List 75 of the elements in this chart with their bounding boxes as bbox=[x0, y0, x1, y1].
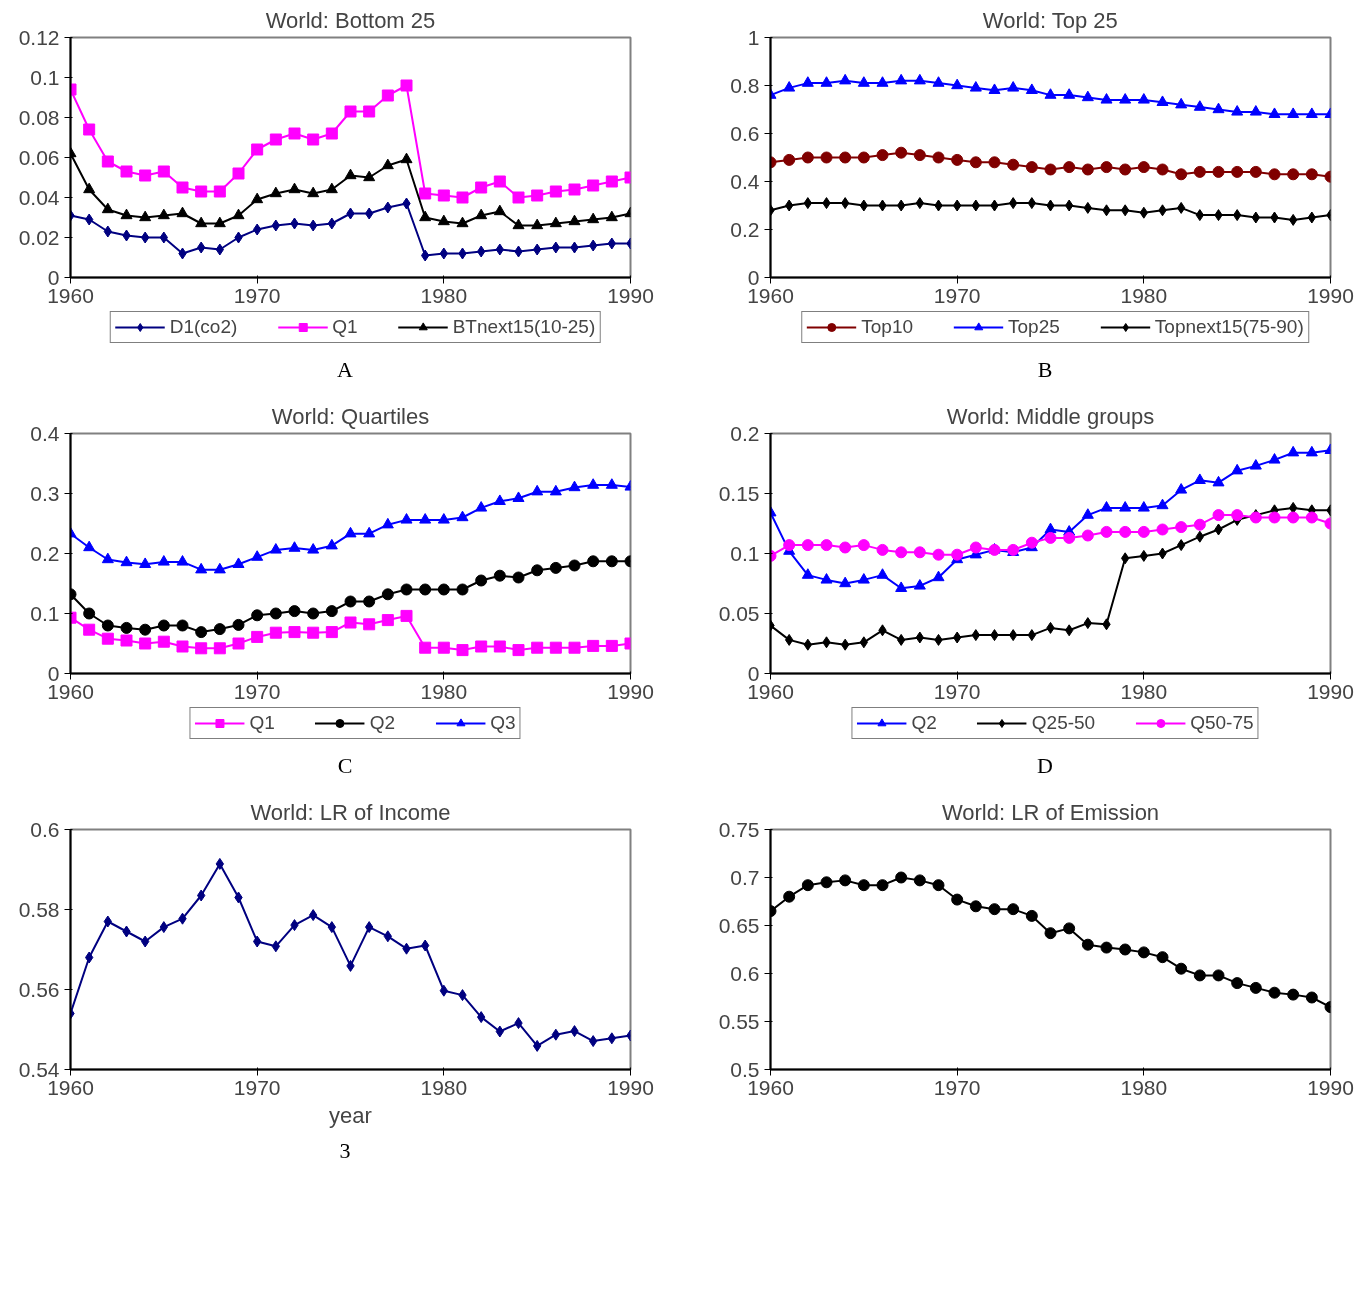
y-tick-label: 0.6 bbox=[30, 817, 60, 841]
y-tick-label: 0.58 bbox=[18, 897, 60, 921]
x-tick-label: 1990 bbox=[607, 1075, 654, 1099]
x-tick-label: 1980 bbox=[420, 679, 468, 703]
y-tick-label: 1 bbox=[747, 25, 760, 49]
y-tick-label: 0 bbox=[747, 265, 760, 289]
y-tick-label: 0.05 bbox=[718, 601, 760, 625]
y-tick-label: 0.06 bbox=[18, 145, 60, 169]
x-tick-label: 1970 bbox=[933, 679, 981, 703]
x-tick-label: 1980 bbox=[1120, 1075, 1168, 1099]
y-tick-label: 0.4 bbox=[30, 421, 60, 445]
y-tick-label: 0 bbox=[47, 265, 60, 289]
y-tick-label: 0.54 bbox=[18, 1057, 60, 1081]
y-tick-label: 0.12 bbox=[18, 25, 60, 49]
chart-title: World: LR of Income bbox=[250, 799, 451, 825]
y-tick-label: 0.4 bbox=[730, 169, 760, 193]
legend-label: Q3 bbox=[490, 712, 516, 734]
x-axis-title: year bbox=[329, 1102, 372, 1128]
x-tick-label: 1980 bbox=[420, 1075, 468, 1099]
y-tick-label: 0.1 bbox=[730, 541, 760, 565]
x-tick-label: 1990 bbox=[607, 679, 654, 703]
text: D bbox=[1037, 752, 1053, 780]
legend-label: Topnext15(75-90) bbox=[1154, 316, 1304, 338]
y-tick-label: 0.75 bbox=[718, 817, 760, 841]
x-tick-label: 1980 bbox=[1120, 679, 1168, 703]
y-tick-label: 0.6 bbox=[730, 961, 760, 985]
legend-label: Q1 bbox=[249, 712, 275, 734]
y-tick-label: 0.55 bbox=[718, 1009, 760, 1033]
x-tick-label: 1970 bbox=[233, 1075, 281, 1099]
y-tick-label: 0.2 bbox=[730, 421, 760, 445]
y-tick-label: 0.04 bbox=[18, 185, 60, 209]
chart-title: World: Top 25 bbox=[982, 7, 1118, 33]
y-tick-label: 0.7 bbox=[730, 865, 760, 889]
x-tick-label: 1990 bbox=[607, 283, 654, 307]
text: 3 bbox=[339, 1137, 351, 1165]
y-tick-label: 0.8 bbox=[730, 73, 760, 97]
x-tick-label: 1970 bbox=[233, 283, 281, 307]
y-tick-label: 0.1 bbox=[30, 601, 60, 625]
y-tick-label: 0.1 bbox=[30, 65, 60, 89]
text: A bbox=[337, 356, 353, 384]
chart-title: World: Quartiles bbox=[271, 403, 430, 429]
x-tick-label: 1980 bbox=[420, 283, 468, 307]
chart-title: World: LR of Emission bbox=[941, 799, 1160, 825]
legend-label: BTnext15(10-25) bbox=[452, 316, 596, 338]
legend-label: Q25-50 bbox=[1031, 712, 1096, 734]
x-tick-label: 1990 bbox=[1307, 283, 1354, 307]
chart-title: World: Middle groups bbox=[946, 403, 1155, 429]
y-tick-label: 0.08 bbox=[18, 105, 60, 129]
chart-title: World: Bottom 25 bbox=[265, 7, 436, 33]
x-tick-label: 1970 bbox=[933, 1075, 981, 1099]
x-tick-label: 1980 bbox=[1120, 283, 1168, 307]
text: C bbox=[337, 752, 353, 780]
x-tick-label: 1990 bbox=[1307, 1075, 1354, 1099]
y-tick-label: 0 bbox=[747, 661, 760, 685]
legend-label: Q2 bbox=[911, 712, 937, 734]
x-tick-label: 1970 bbox=[233, 679, 281, 703]
legend-label: Top25 bbox=[1008, 316, 1060, 338]
y-tick-label: 0.2 bbox=[30, 541, 60, 565]
y-tick-label: 0.5 bbox=[730, 1057, 760, 1081]
y-tick-label: 0.3 bbox=[30, 481, 60, 505]
legend-label: Top10 bbox=[861, 316, 914, 338]
x-tick-label: 1990 bbox=[1307, 679, 1354, 703]
y-tick-label: 0.6 bbox=[730, 121, 760, 145]
x-tick-label: 1970 bbox=[933, 283, 981, 307]
text: B bbox=[1037, 356, 1053, 384]
y-tick-label: 0.65 bbox=[718, 913, 760, 937]
legend-label: D1(co2) bbox=[169, 316, 238, 338]
y-tick-label: 0 bbox=[47, 661, 60, 685]
y-tick-label: 0.15 bbox=[718, 481, 760, 505]
legend-label: Q50-75 bbox=[1190, 712, 1254, 734]
y-tick-label: 0.2 bbox=[730, 217, 760, 241]
y-tick-label: 0.56 bbox=[18, 977, 60, 1001]
legend-label: Q2 bbox=[369, 712, 396, 734]
legend-label: Q1 bbox=[332, 316, 358, 338]
y-tick-label: 0.02 bbox=[18, 225, 60, 249]
